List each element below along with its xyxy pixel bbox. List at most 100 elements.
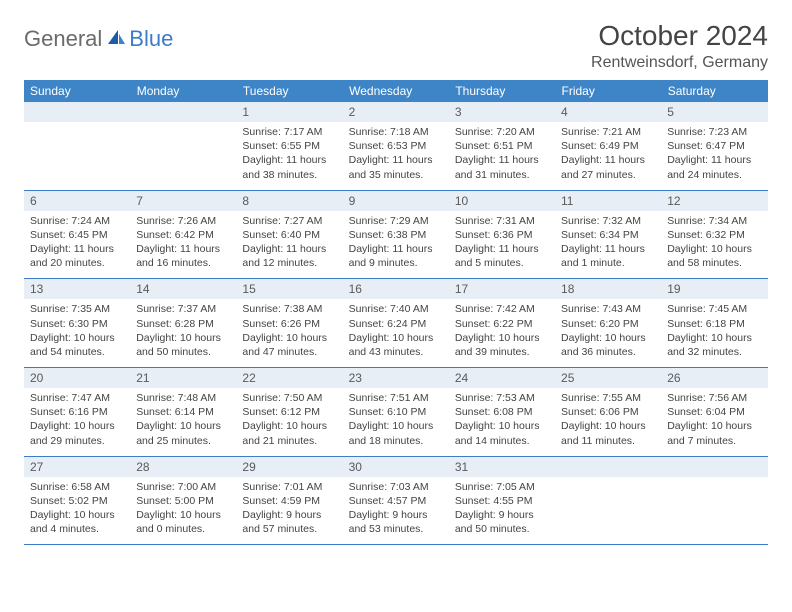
sunrise-text: Sunrise: 7:21 AM [561,125,655,139]
daylight-text: Daylight: 11 hours and 1 minute. [561,242,655,270]
daylight-text: Daylight: 9 hours and 50 minutes. [455,508,549,536]
sunset-text: Sunset: 6:22 PM [455,317,549,331]
sunrise-text: Sunrise: 7:48 AM [136,391,230,405]
logo: General Blue [24,26,173,52]
day-details: Sunrise: 7:56 AMSunset: 6:04 PMDaylight:… [661,388,767,456]
sunrise-text: Sunrise: 7:35 AM [30,302,124,316]
location: Rentweinsdorf, Germany [591,54,768,72]
day-details: Sunrise: 7:05 AMSunset: 4:55 PMDaylight:… [449,477,555,545]
day-details: Sunrise: 7:50 AMSunset: 6:12 PMDaylight:… [236,388,342,456]
calendar-cell [24,102,130,190]
day-number: 20 [24,368,130,388]
daylight-text: Daylight: 11 hours and 31 minutes. [455,153,549,181]
calendar-cell: 8Sunrise: 7:27 AMSunset: 6:40 PMDaylight… [236,190,342,279]
sunrise-text: Sunrise: 7:47 AM [30,391,124,405]
calendar-week: 6Sunrise: 7:24 AMSunset: 6:45 PMDaylight… [24,190,768,279]
calendar-cell: 5Sunrise: 7:23 AMSunset: 6:47 PMDaylight… [661,102,767,190]
sunrise-text: Sunrise: 7:01 AM [242,480,336,494]
day-details: Sunrise: 7:42 AMSunset: 6:22 PMDaylight:… [449,299,555,367]
sunset-text: Sunset: 6:20 PM [561,317,655,331]
day-details: Sunrise: 7:27 AMSunset: 6:40 PMDaylight:… [236,211,342,279]
sunset-text: Sunset: 6:51 PM [455,139,549,153]
day-details: Sunrise: 7:55 AMSunset: 6:06 PMDaylight:… [555,388,661,456]
day-number: 14 [130,279,236,299]
calendar-cell: 12Sunrise: 7:34 AMSunset: 6:32 PMDayligh… [661,190,767,279]
day-number: 30 [343,457,449,477]
sunset-text: Sunset: 6:53 PM [349,139,443,153]
sunrise-text: Sunrise: 7:20 AM [455,125,549,139]
sunrise-text: Sunrise: 7:56 AM [667,391,761,405]
sunrise-text: Sunrise: 7:42 AM [455,302,549,316]
sunset-text: Sunset: 6:16 PM [30,405,124,419]
day-number [24,102,130,122]
day-details: Sunrise: 7:01 AMSunset: 4:59 PMDaylight:… [236,477,342,545]
sunrise-text: Sunrise: 7:43 AM [561,302,655,316]
calendar-cell: 3Sunrise: 7:20 AMSunset: 6:51 PMDaylight… [449,102,555,190]
calendar-cell: 20Sunrise: 7:47 AMSunset: 6:16 PMDayligh… [24,368,130,457]
daylight-text: Daylight: 11 hours and 20 minutes. [30,242,124,270]
sunset-text: Sunset: 6:06 PM [561,405,655,419]
sunrise-text: Sunrise: 7:05 AM [455,480,549,494]
day-details: Sunrise: 7:24 AMSunset: 6:45 PMDaylight:… [24,211,130,279]
daylight-text: Daylight: 10 hours and 25 minutes. [136,419,230,447]
day-number: 10 [449,191,555,211]
day-number: 17 [449,279,555,299]
day-number: 8 [236,191,342,211]
daylight-text: Daylight: 11 hours and 5 minutes. [455,242,549,270]
calendar-cell: 24Sunrise: 7:53 AMSunset: 6:08 PMDayligh… [449,368,555,457]
sunrise-text: Sunrise: 7:23 AM [667,125,761,139]
day-details: Sunrise: 7:26 AMSunset: 6:42 PMDaylight:… [130,211,236,279]
title-block: October 2024 Rentweinsdorf, Germany [591,20,768,72]
day-details: Sunrise: 7:17 AMSunset: 6:55 PMDaylight:… [236,122,342,190]
sunset-text: Sunset: 6:45 PM [30,228,124,242]
weekday-header: Thursday [449,80,555,102]
daylight-text: Daylight: 10 hours and 4 minutes. [30,508,124,536]
sunset-text: Sunset: 6:12 PM [242,405,336,419]
sunset-text: Sunset: 6:14 PM [136,405,230,419]
day-number: 18 [555,279,661,299]
calendar-cell: 23Sunrise: 7:51 AMSunset: 6:10 PMDayligh… [343,368,449,457]
sunset-text: Sunset: 6:18 PM [667,317,761,331]
sunrise-text: Sunrise: 7:40 AM [349,302,443,316]
month-title: October 2024 [591,20,768,52]
day-details: Sunrise: 6:58 AMSunset: 5:02 PMDaylight:… [24,477,130,545]
sunrise-text: Sunrise: 7:50 AM [242,391,336,405]
day-details: Sunrise: 7:21 AMSunset: 6:49 PMDaylight:… [555,122,661,190]
day-number: 5 [661,102,767,122]
day-number [661,457,767,477]
sunset-text: Sunset: 6:38 PM [349,228,443,242]
day-number: 6 [24,191,130,211]
sunrise-text: Sunrise: 7:17 AM [242,125,336,139]
day-details: Sunrise: 7:20 AMSunset: 6:51 PMDaylight:… [449,122,555,190]
sunset-text: Sunset: 6:34 PM [561,228,655,242]
day-number: 4 [555,102,661,122]
day-number: 2 [343,102,449,122]
day-details: Sunrise: 7:00 AMSunset: 5:00 PMDaylight:… [130,477,236,545]
day-details [555,477,661,541]
day-details: Sunrise: 7:35 AMSunset: 6:30 PMDaylight:… [24,299,130,367]
calendar-cell: 14Sunrise: 7:37 AMSunset: 6:28 PMDayligh… [130,279,236,368]
header: General Blue October 2024 Rentweinsdorf,… [24,20,768,72]
day-number: 3 [449,102,555,122]
day-number: 11 [555,191,661,211]
daylight-text: Daylight: 11 hours and 24 minutes. [667,153,761,181]
daylight-text: Daylight: 10 hours and 7 minutes. [667,419,761,447]
daylight-text: Daylight: 10 hours and 11 minutes. [561,419,655,447]
sunset-text: Sunset: 6:42 PM [136,228,230,242]
calendar-cell: 21Sunrise: 7:48 AMSunset: 6:14 PMDayligh… [130,368,236,457]
calendar-cell: 1Sunrise: 7:17 AMSunset: 6:55 PMDaylight… [236,102,342,190]
logo-sail-icon [106,28,126,51]
sunset-text: Sunset: 6:30 PM [30,317,124,331]
calendar-week: 1Sunrise: 7:17 AMSunset: 6:55 PMDaylight… [24,102,768,190]
sunset-text: Sunset: 6:04 PM [667,405,761,419]
calendar-cell: 2Sunrise: 7:18 AMSunset: 6:53 PMDaylight… [343,102,449,190]
daylight-text: Daylight: 11 hours and 38 minutes. [242,153,336,181]
calendar-cell [130,102,236,190]
day-number [130,102,236,122]
daylight-text: Daylight: 11 hours and 35 minutes. [349,153,443,181]
sunrise-text: Sunrise: 7:24 AM [30,214,124,228]
day-number: 13 [24,279,130,299]
calendar-head: SundayMondayTuesdayWednesdayThursdayFrid… [24,80,768,102]
day-details [24,122,130,186]
day-number: 9 [343,191,449,211]
